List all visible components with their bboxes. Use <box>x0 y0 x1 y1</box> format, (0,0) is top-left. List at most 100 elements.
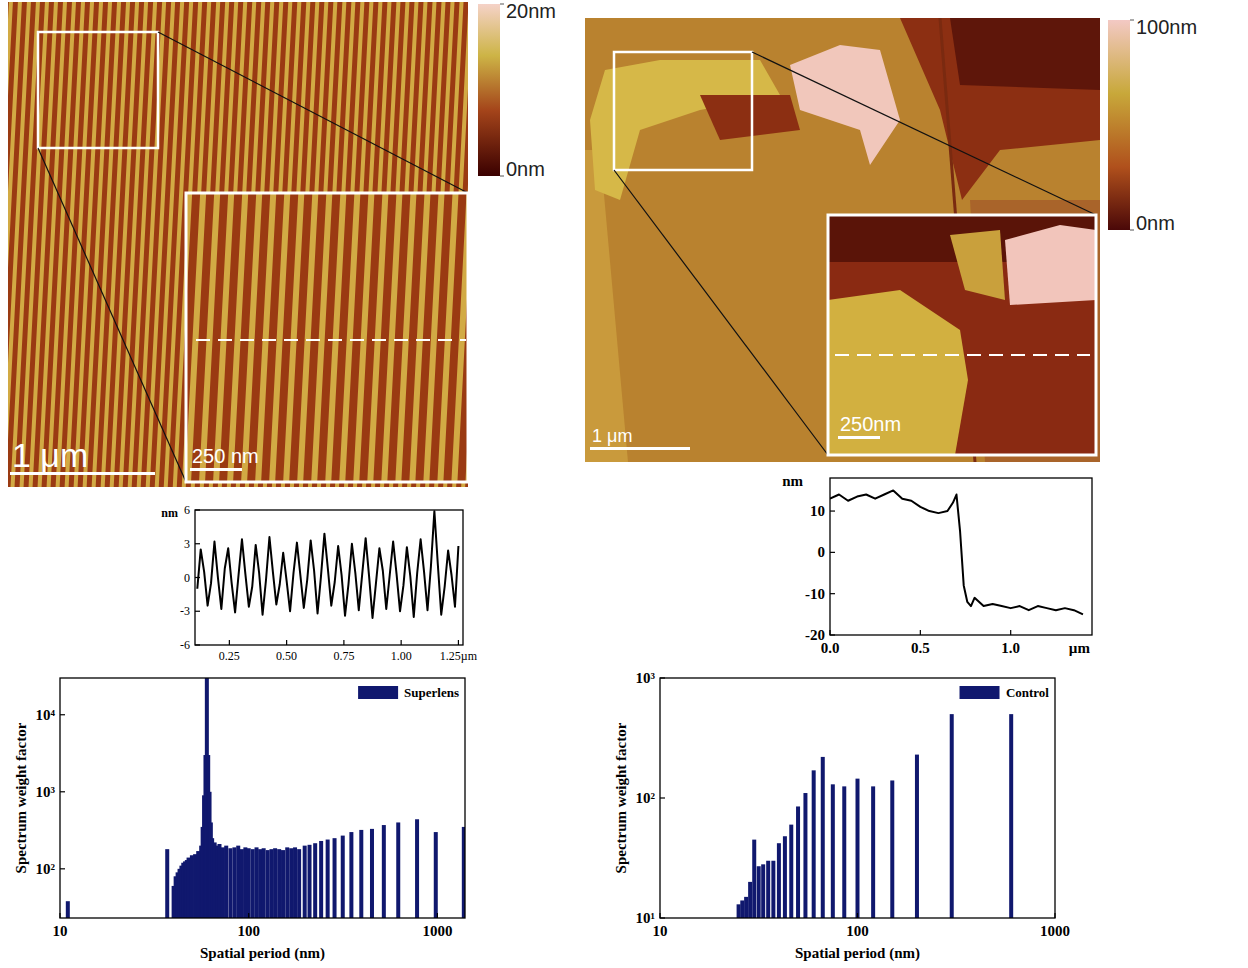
x-tick <box>1054 913 1055 918</box>
y-tick <box>660 797 665 798</box>
plot-frame <box>60 678 465 918</box>
y-axis-title: nm <box>782 473 803 489</box>
x-tick-label: 1.00 <box>391 649 412 663</box>
profile-line <box>835 354 1090 356</box>
x-tick <box>286 640 287 645</box>
x-tick <box>829 630 830 635</box>
x-axis-title: Spatial period (nm) <box>795 945 920 962</box>
scale-bar <box>838 436 880 439</box>
chart: 0.250.500.751.001.25µm-6-3036nm <box>161 503 477 663</box>
afm-region <box>700 95 800 140</box>
afm-region <box>828 290 968 455</box>
bar <box>303 846 307 918</box>
plot-area <box>195 510 463 645</box>
y-tick <box>195 577 200 578</box>
colorbar-tick <box>500 176 504 177</box>
y-tick <box>60 714 65 715</box>
bar <box>281 850 285 918</box>
bar <box>821 757 825 918</box>
bar <box>269 849 273 918</box>
scale-bar-label: 1 μm <box>12 436 88 474</box>
bar <box>766 861 770 918</box>
bar <box>950 714 954 918</box>
x-tick-label: 1.0 <box>1001 640 1020 656</box>
bar <box>740 900 744 918</box>
y-tick <box>830 510 835 511</box>
data-group <box>737 714 1014 918</box>
scale-bar <box>590 447 690 450</box>
afm-inset <box>828 215 1096 455</box>
bar <box>370 829 374 918</box>
y-tick-label: 10 <box>810 503 825 519</box>
x-tick <box>343 640 344 645</box>
x-tick <box>1010 630 1011 635</box>
y-tick <box>195 543 200 544</box>
zoom-box <box>614 52 752 170</box>
bar <box>761 864 765 918</box>
bar <box>737 904 741 918</box>
x-tick <box>857 913 858 918</box>
bar <box>277 849 281 918</box>
colorbar-label: 0nm <box>506 158 545 180</box>
x-tick-label: 10 <box>53 923 68 939</box>
colorbar-label: 0nm <box>1136 212 1175 234</box>
bar <box>255 847 259 918</box>
bar <box>308 845 312 918</box>
profile-line <box>197 511 458 618</box>
plot-frame <box>195 510 463 645</box>
bar <box>289 848 293 918</box>
bar <box>890 780 894 918</box>
bar <box>796 806 800 918</box>
plot-area <box>660 678 1055 918</box>
x-tick <box>659 913 660 918</box>
x-tick-label: 0.50 <box>276 649 297 663</box>
bar <box>842 786 846 918</box>
y-tick-label: 0 <box>184 571 190 585</box>
x-axis-title: µm <box>1069 640 1091 656</box>
bar <box>777 843 781 918</box>
y-tick-label: -20 <box>805 627 825 643</box>
bar <box>273 848 277 918</box>
bar <box>251 849 255 918</box>
profile-line <box>830 490 1083 614</box>
y-tick-label: -6 <box>180 638 190 652</box>
bar <box>224 846 228 918</box>
y-tick <box>660 917 665 918</box>
y-tick <box>660 677 665 678</box>
bar <box>228 848 232 918</box>
y-tick <box>195 509 200 510</box>
bar <box>262 848 266 918</box>
x-tick <box>920 630 921 635</box>
bar <box>1009 714 1013 918</box>
afm-image <box>8 2 468 487</box>
y-tick <box>830 593 835 594</box>
y-tick <box>195 611 200 612</box>
y-tick <box>830 634 835 635</box>
profile-line <box>196 339 466 341</box>
data-group <box>830 490 1083 614</box>
zoom-line <box>752 52 1096 215</box>
plot-frame <box>830 478 1092 635</box>
legend-swatch <box>960 686 1000 699</box>
afm-region <box>950 230 1005 300</box>
y-tick <box>60 868 65 869</box>
bar <box>217 844 221 918</box>
y-tick-label: 10³ <box>636 670 656 686</box>
zoom-box <box>38 32 158 148</box>
x-tick <box>229 640 230 645</box>
colorbar-tick <box>1130 20 1134 21</box>
plot-area <box>60 678 465 918</box>
colorbar-tick <box>500 4 504 5</box>
y-tick-label: 10⁴ <box>36 707 56 723</box>
plot-area <box>830 478 1092 635</box>
bar <box>319 841 323 918</box>
afm-image <box>585 18 1100 462</box>
y-tick-label: 10² <box>636 790 656 806</box>
x-tick <box>401 640 402 645</box>
x-tick-label: 1.25µm <box>440 649 478 663</box>
bar <box>812 770 816 918</box>
y-axis-title: Spectrum weight factor <box>13 722 29 873</box>
zoom-line <box>38 148 186 482</box>
x-tick <box>458 640 459 645</box>
colorbar <box>478 4 500 176</box>
